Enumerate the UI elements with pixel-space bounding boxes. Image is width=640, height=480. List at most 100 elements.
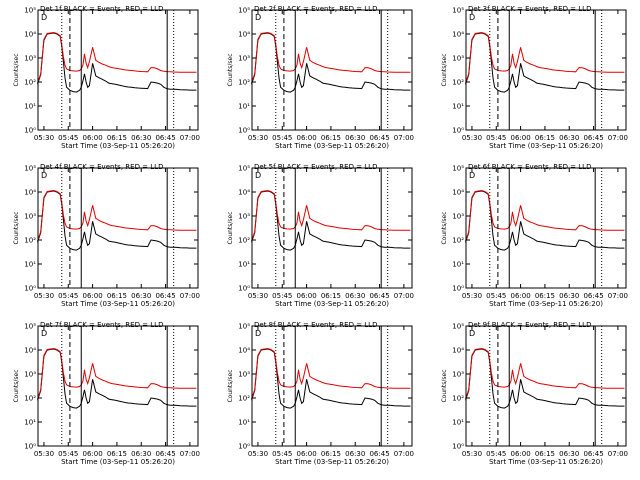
x-tick-label: 05:45 [58, 292, 78, 300]
y-tick-label: 10¹ [452, 103, 464, 111]
y-tick-label: 10⁵ [24, 165, 36, 173]
x-axis-label: Start Time (03-Sep-11 05:26:20) [61, 142, 175, 150]
x-tick-label: 05:30 [34, 450, 54, 458]
y-tick-label: 10⁴ [452, 31, 464, 39]
y-tick-label: 10¹ [238, 419, 250, 427]
y-tick-label: 10¹ [24, 103, 36, 111]
x-tick-label: 06:15 [321, 292, 341, 300]
x-axis-label: Start Time (03-Sep-11 05:26:20) [275, 458, 389, 466]
x-tick-label: 05:45 [272, 450, 292, 458]
x-tick-label: 06:00 [83, 450, 103, 458]
x-tick-label: 05:45 [272, 292, 292, 300]
y-tick-label: 10² [452, 79, 464, 87]
x-tick-label: 06:15 [107, 450, 127, 458]
plot-frame [37, 325, 199, 447]
x-tick-label: 05:45 [486, 450, 506, 458]
y-tick-label: 10⁵ [452, 7, 464, 15]
y-tick-label: 10⁰ [238, 443, 250, 451]
y-axis-label: Counts/sec [227, 369, 234, 402]
x-tick-label: 07:00 [180, 450, 200, 458]
y-tick-label: 10³ [24, 55, 36, 63]
y-axis-label: Counts/sec [227, 53, 234, 86]
x-tick-label: 06:45 [369, 292, 389, 300]
y-tick-label: 10² [24, 79, 36, 87]
x-tick-label: 06:15 [535, 292, 555, 300]
x-tick-label: 05:30 [34, 292, 54, 300]
y-axis-label: Counts/sec [13, 369, 20, 402]
panel-title: Det 8f BLACK = Events, RED = LLD [254, 321, 377, 329]
y-tick-label: 10⁴ [238, 31, 250, 39]
panel-title: Det 3f BLACK = Events, RED = LLD [468, 5, 591, 13]
y-axis-label: Counts/sec [227, 211, 234, 244]
x-tick-label: 06:15 [107, 134, 127, 142]
plot-frame [251, 167, 413, 289]
y-tick-label: 10⁰ [24, 285, 36, 293]
x-tick-label: 06:30 [559, 134, 579, 142]
x-tick-label: 06:45 [155, 292, 175, 300]
x-tick-label: 07:00 [608, 134, 628, 142]
x-tick-label: 05:45 [272, 134, 292, 142]
x-tick-label: 06:30 [131, 450, 151, 458]
x-tick-label: 07:00 [394, 292, 414, 300]
x-tick-label: 06:15 [321, 450, 341, 458]
x-tick-label: 06:00 [511, 450, 531, 458]
x-tick-label: 05:45 [486, 292, 506, 300]
y-tick-label: 10⁴ [452, 347, 464, 355]
y-tick-label: 10³ [24, 371, 36, 379]
x-tick-label: 05:45 [486, 134, 506, 142]
y-tick-label: 10² [24, 395, 36, 403]
y-tick-label: 10³ [452, 55, 464, 63]
x-axis-label: Start Time (03-Sep-11 05:26:20) [489, 142, 603, 150]
panel-title: Det 5f BLACK = Events, RED = LLD [254, 163, 377, 171]
y-tick-label: 10¹ [238, 103, 250, 111]
y-tick-label: 10⁰ [238, 285, 250, 293]
x-tick-label: 06:30 [559, 292, 579, 300]
plot-frame [465, 167, 627, 289]
y-axis-label: Counts/sec [13, 53, 20, 86]
y-axis-label: Counts/sec [441, 211, 448, 244]
x-tick-label: 06:00 [83, 134, 103, 142]
plot-frame [465, 325, 627, 447]
x-tick-label: 07:00 [394, 134, 414, 142]
x-tick-label: 06:00 [297, 450, 317, 458]
plot-frame [37, 9, 199, 131]
y-tick-label: 10² [238, 79, 250, 87]
x-tick-label: 06:00 [297, 134, 317, 142]
annotation-label: D [41, 171, 47, 180]
x-axis-label: Start Time (03-Sep-11 05:26:20) [489, 458, 603, 466]
y-tick-label: 10² [238, 237, 250, 245]
x-tick-label: 06:30 [131, 292, 151, 300]
y-tick-label: 10² [238, 395, 250, 403]
x-tick-label: 06:00 [511, 134, 531, 142]
annotation-label: D [255, 13, 261, 22]
y-tick-label: 10¹ [452, 419, 464, 427]
y-tick-label: 10¹ [452, 261, 464, 269]
plot-frame [465, 9, 627, 131]
plot-frame [251, 325, 413, 447]
panel-title: Det 9f BLACK = Events, RED = LLD [468, 321, 591, 329]
y-tick-label: 10⁰ [452, 127, 464, 135]
y-tick-label: 10⁵ [452, 165, 464, 173]
x-tick-label: 05:30 [462, 292, 482, 300]
y-tick-label: 10⁴ [24, 31, 36, 39]
x-tick-label: 06:30 [131, 134, 151, 142]
y-tick-label: 10⁴ [24, 189, 36, 197]
x-tick-label: 06:00 [83, 292, 103, 300]
x-tick-label: 05:30 [34, 134, 54, 142]
y-tick-label: 10¹ [238, 261, 250, 269]
x-tick-label: 06:45 [583, 450, 603, 458]
x-tick-label: 06:30 [345, 134, 365, 142]
annotation-label: D [255, 171, 261, 180]
y-tick-label: 10² [24, 237, 36, 245]
x-tick-label: 06:15 [535, 450, 555, 458]
x-tick-label: 07:00 [608, 450, 628, 458]
x-axis-label: Start Time (03-Sep-11 05:26:20) [275, 300, 389, 308]
y-tick-label: 10³ [24, 213, 36, 221]
